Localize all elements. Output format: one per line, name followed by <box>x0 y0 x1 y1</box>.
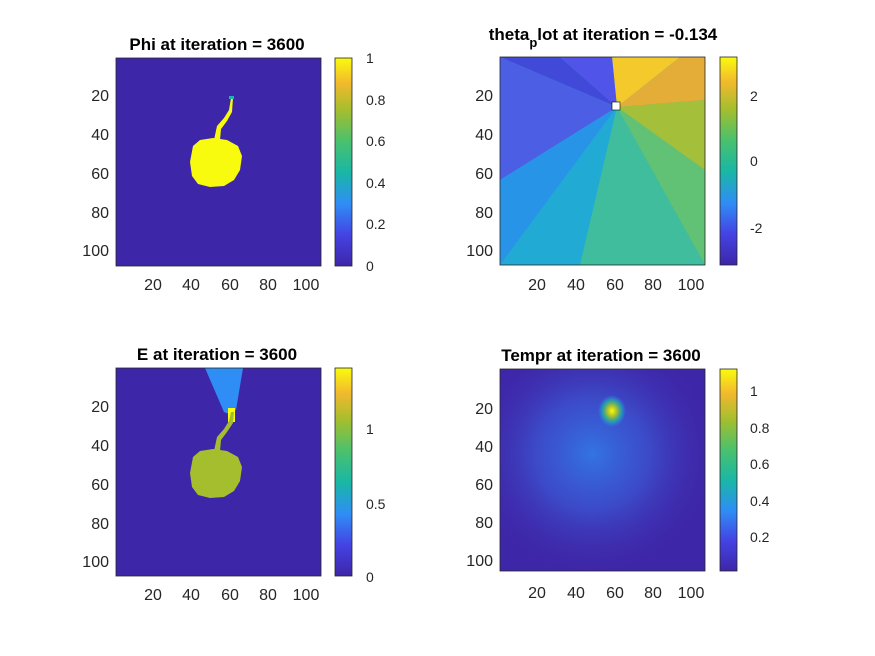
tempr-xtick: 20 <box>528 585 546 602</box>
theta-colorbar-tick: -2 <box>750 220 763 236</box>
e-ytick: 20 <box>91 399 109 416</box>
theta-field <box>500 57 705 265</box>
theta-ytick: 40 <box>475 127 493 144</box>
phi-ytick: 100 <box>82 243 109 260</box>
theta-colorbar-tick: 2 <box>750 88 758 104</box>
e-axes-box <box>115 367 322 577</box>
e-yticks: 20 40 60 80 100 <box>82 399 109 571</box>
theta-colorbar-ticks: 2 0 -2 <box>750 88 763 236</box>
e-xtick: 20 <box>144 587 162 604</box>
theta-yticks: 20 40 60 80 100 <box>466 88 493 260</box>
e-xtick: 100 <box>293 587 320 604</box>
phi-colorbar-tick: 1 <box>366 50 374 66</box>
phi-colorbar-tick: 0.2 <box>366 216 386 232</box>
phi-xtick: 100 <box>293 277 320 294</box>
theta-xtick: 20 <box>528 277 546 294</box>
tempr-xticks: 20 40 60 80 100 <box>528 585 704 602</box>
phi-crystal-tip <box>229 96 234 99</box>
e-ytick: 100 <box>82 554 109 571</box>
phi-xtick: 20 <box>144 277 162 294</box>
phi-yticks: 20 40 60 80 100 <box>82 88 109 260</box>
tempr-ytick: 80 <box>475 515 493 532</box>
tempr-xtick: 100 <box>678 585 705 602</box>
theta-panel: thetaplot at iteration = -0.134 20 40 60… <box>466 25 762 294</box>
e-crystal-stem <box>214 412 234 451</box>
tempr-xtick: 40 <box>567 585 585 602</box>
phi-colorbar-tick: 0.4 <box>366 175 386 191</box>
tempr-colorbar-tick: 1 <box>750 383 758 399</box>
phi-xtick: 60 <box>221 277 239 294</box>
theta-xtick: 40 <box>567 277 585 294</box>
e-colorbar-tick: 0 <box>366 569 374 585</box>
phi-xticks: 20 40 60 80 100 <box>144 277 319 294</box>
theta-xtick: 100 <box>678 277 705 294</box>
tempr-title: Tempr at iteration = 3600 <box>501 346 701 365</box>
e-xtick: 60 <box>221 587 239 604</box>
tempr-colorbar <box>719 368 738 572</box>
theta-ytick: 20 <box>475 88 493 105</box>
e-colorbar <box>334 367 353 577</box>
e-panel: E at iteration = 3600 20 40 60 80 100 20… <box>82 345 385 604</box>
tempr-colorbar-tick: 0.2 <box>750 529 770 545</box>
tempr-colorbar-tick: 0.8 <box>750 420 770 436</box>
phi-crystal-body <box>190 138 242 187</box>
phi-panel: Phi at iteration = 3600 20 40 60 80 100 … <box>82 35 385 294</box>
tempr-hotspot <box>598 395 626 427</box>
e-blue-wedge <box>205 368 243 414</box>
theta-singularity <box>611 101 621 111</box>
tempr-axes-box <box>499 368 706 572</box>
tempr-ytick: 60 <box>475 477 493 494</box>
tempr-colorbar-tick: 0.4 <box>750 493 770 509</box>
theta-ytick: 60 <box>475 166 493 183</box>
e-xtick: 80 <box>259 587 277 604</box>
tempr-colorbar-tick: 0.6 <box>750 456 770 472</box>
e-crystal <box>190 412 242 498</box>
phi-title: Phi at iteration = 3600 <box>129 35 304 54</box>
phi-ytick: 20 <box>91 88 109 105</box>
tempr-xtick: 60 <box>606 585 624 602</box>
e-ytick: 40 <box>91 438 109 455</box>
theta-title: thetaplot at iteration = -0.134 <box>489 25 718 50</box>
phi-crystal-stem <box>214 98 233 140</box>
tempr-ytick: 40 <box>475 439 493 456</box>
phi-colorbar <box>334 57 353 267</box>
phi-colorbar-ticks: 0 0.2 0.4 0.6 0.8 1 <box>366 50 386 274</box>
e-crystal-body <box>190 449 242 498</box>
phi-xtick: 80 <box>259 277 277 294</box>
phi-ytick: 40 <box>91 127 109 144</box>
theta-xtick: 80 <box>644 277 662 294</box>
tempr-xtick: 80 <box>644 585 662 602</box>
phi-ytick: 80 <box>91 205 109 222</box>
tempr-colorbar-ticks: 1 0.8 0.6 0.4 0.2 <box>750 383 770 545</box>
theta-ytick: 100 <box>466 243 493 260</box>
phi-colorbar-tick: 0.8 <box>366 92 386 108</box>
e-colorbar-tick: 1 <box>366 421 374 437</box>
theta-colorbar <box>719 56 738 266</box>
phi-xtick: 40 <box>182 277 200 294</box>
tempr-panel: Tempr at iteration = 3600 20 40 60 80 10… <box>466 346 769 602</box>
theta-xtick: 60 <box>606 277 624 294</box>
e-colorbar-tick: 0.5 <box>366 496 386 512</box>
phi-crystal <box>190 96 242 187</box>
phi-ytick: 60 <box>91 166 109 183</box>
tempr-ytick: 100 <box>466 553 493 570</box>
theta-axes-box <box>499 56 706 266</box>
e-ytick: 60 <box>91 477 109 494</box>
tempr-ytick: 20 <box>475 401 493 418</box>
e-title: E at iteration = 3600 <box>137 345 297 364</box>
e-ytick: 80 <box>91 516 109 533</box>
tempr-yticks: 20 40 60 80 100 <box>466 401 493 570</box>
e-colorbar-ticks: 1 0.5 0 <box>366 421 386 585</box>
theta-colorbar-tick: 0 <box>750 153 758 169</box>
theta-ytick: 80 <box>475 205 493 222</box>
phi-colorbar-tick: 0.6 <box>366 133 386 149</box>
phi-axes-box <box>115 57 322 267</box>
phi-colorbar-tick: 0 <box>366 258 374 274</box>
e-xticks: 20 40 60 80 100 <box>144 587 319 604</box>
e-xtick: 40 <box>182 587 200 604</box>
theta-xticks: 20 40 60 80 100 <box>528 277 704 294</box>
